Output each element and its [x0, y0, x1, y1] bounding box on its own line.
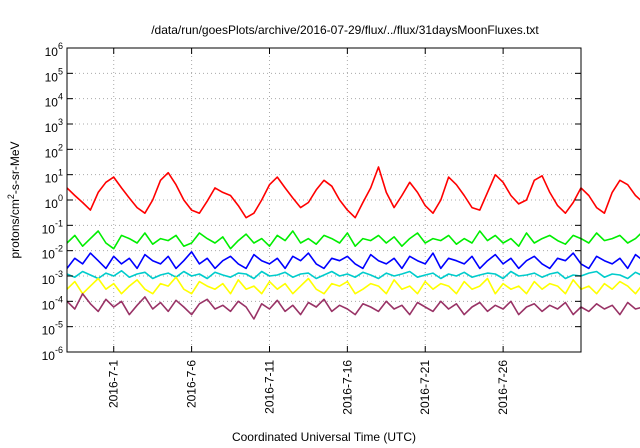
x-tick-label: 2016-7-1: [107, 360, 121, 408]
x-axis-ticks: 2016-7-1 2016-7-6 2016-7-11 2016-7-16 2016-7…: [107, 48, 510, 415]
series-line-5: [66, 276, 640, 295]
y-tick-label: 10-6: [42, 345, 63, 363]
y-tick-label: 10-5: [42, 320, 63, 338]
y-tick-label: 10-3: [42, 269, 63, 287]
y-axis-label-prefix: protons/cm: [8, 199, 22, 258]
y-tick-label: 100: [45, 193, 63, 211]
y-tick-label: 10-2: [42, 244, 63, 262]
x-axis-label: Coordinated Universal Time (UTC): [232, 430, 416, 444]
x-tick-label: 2016-7-11: [262, 360, 276, 414]
y-tick-label: 104: [45, 92, 63, 110]
x-tick-label: 2016-7-26: [496, 360, 510, 415]
series-line-2: [66, 230, 640, 250]
series-line-3: [66, 251, 640, 270]
x-tick-label: 2016-7-6: [185, 360, 199, 408]
y-axis-label: protons/cm2-s-sr-MeV: [6, 141, 22, 258]
y-tick-label: 10-4: [42, 294, 63, 312]
y-tick-label: 101: [45, 168, 63, 186]
y-tick-label: 102: [45, 142, 63, 160]
y-tick-label: 103: [45, 117, 63, 135]
series-line-1: [66, 166, 640, 219]
chart-title: /data/run/goesPlots/archive/2016-07-29/f…: [151, 23, 539, 37]
x-tick-label: 2016-7-16: [340, 360, 354, 415]
y-axis-ticks: 106 105 104 103 102 101 100 10-1 10-2 10-3 10-4 10-…: [42, 41, 581, 363]
y-tick-label: 10-1: [42, 218, 63, 236]
y-axis-label-superscript: 2: [6, 194, 16, 199]
y-tick-label: 105: [45, 66, 63, 84]
y-axis-label-suffix: -s-sr-MeV: [8, 141, 22, 194]
x-tick-label: 2016-7-21: [418, 360, 432, 415]
series-line-6: [66, 292, 640, 320]
y-tick-label: 106: [45, 41, 63, 59]
